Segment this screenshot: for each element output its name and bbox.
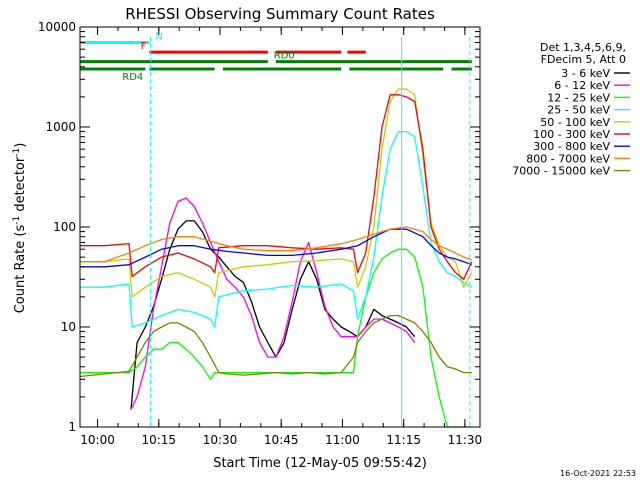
y-tick-label-1: 10 bbox=[61, 320, 76, 334]
series-line-7 bbox=[80, 226, 473, 263]
y-tick-label-2: 100 bbox=[53, 220, 76, 234]
legend-label-2: 12 - 25 keV bbox=[547, 91, 610, 104]
series-line-8 bbox=[79, 314, 472, 378]
axis-layer: 1 10 100 1000 10000 10:00 10:15 10:30 10:45 11:00… bbox=[38, 20, 482, 447]
series-line-0 bbox=[130, 220, 416, 410]
legend-label-6: 300 - 800 keV bbox=[533, 140, 610, 153]
series-layer bbox=[79, 88, 473, 428]
x-axis-label: Start Time (12-May-05 09:55:42) bbox=[213, 456, 427, 471]
x-tick-label-0: 10:00 bbox=[80, 433, 115, 447]
vline-layer bbox=[150, 37, 471, 427]
timestamp: 16-Oct-2021 22:53 bbox=[560, 469, 636, 478]
legend-label-8: 7000 - 15000 keV bbox=[512, 165, 610, 178]
flag-label-n: N bbox=[155, 31, 162, 42]
x-tick-label-1: 10:15 bbox=[141, 433, 176, 447]
flag-label-f: F bbox=[141, 41, 147, 52]
x-tick-label-6: 11:30 bbox=[448, 433, 483, 447]
x-tick-label-3: 10:45 bbox=[264, 433, 299, 447]
legend-label-1: 6 - 12 keV bbox=[554, 79, 610, 92]
legend-label-4: 50 - 100 keV bbox=[540, 116, 610, 129]
legend-label-0: 3 - 6 keV bbox=[561, 67, 610, 80]
flag-label-rd4: RD4 bbox=[122, 72, 143, 83]
y-tick-label-3: 1000 bbox=[45, 120, 76, 134]
x-tick-label-5: 11:15 bbox=[386, 433, 421, 447]
flag-layer: NF RD0 RD4 bbox=[80, 31, 472, 83]
legend-label-5: 100 - 300 keV bbox=[533, 128, 610, 141]
series-line-6 bbox=[80, 228, 473, 268]
legend-header-1: FDecim 5, Att 0 bbox=[541, 53, 626, 66]
x-tick-label-4: 11:00 bbox=[325, 433, 360, 447]
legend-label-7: 800 - 7000 keV bbox=[526, 152, 610, 165]
plot-area: NF RD0 RD4 bbox=[79, 31, 473, 428]
legend-header-0: Det 1,3,4,5,6,9, bbox=[540, 41, 626, 54]
y-axis-label: Count Rate (s-1 detector-1) bbox=[12, 143, 28, 314]
flag-label-rd0: RD0 bbox=[274, 51, 295, 62]
y-tick-label-0: 1 bbox=[68, 420, 76, 434]
series-line-3 bbox=[80, 130, 473, 328]
series-line-1 bbox=[130, 197, 416, 410]
legend: Det 1,3,4,5,6,9,FDecim 5, Att 03 - 6 keV… bbox=[512, 41, 630, 178]
legend-label-3: 25 - 50 keV bbox=[547, 104, 610, 117]
x-tick-label-2: 10:30 bbox=[203, 433, 238, 447]
y-tick-label-4: 10000 bbox=[38, 20, 76, 34]
chart-title: RHESSI Observing Summary Count Rates bbox=[125, 5, 435, 23]
